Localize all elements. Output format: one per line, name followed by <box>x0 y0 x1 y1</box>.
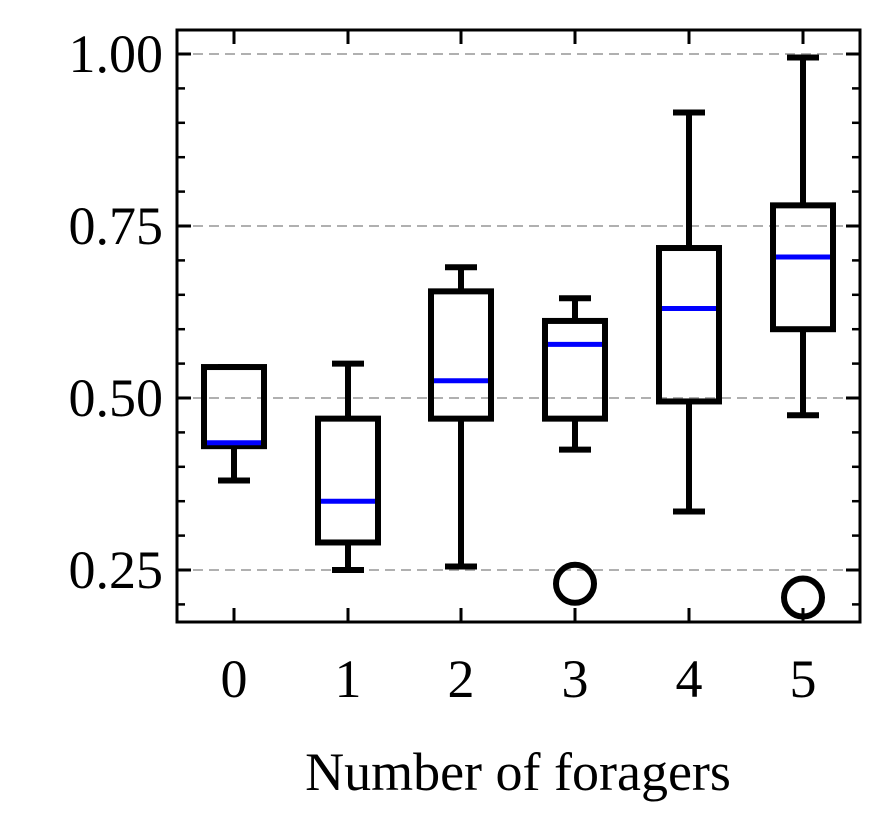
y-tick-label: 1.00 <box>69 24 164 84</box>
box-group <box>542 295 608 606</box>
box <box>770 202 836 333</box>
box-group <box>770 54 836 620</box>
x-tick-label: 0 <box>221 649 248 709</box>
boxes <box>201 54 836 620</box>
box-group <box>428 264 494 570</box>
outlier-point <box>781 575 825 620</box>
axis-ticks <box>177 30 860 622</box>
box <box>656 245 722 405</box>
box <box>315 415 381 546</box>
box-group <box>315 360 381 573</box>
y-tick-labels: 0.25 0.50 0.75 1.00 <box>69 24 164 600</box>
y-tick-label: 0.50 <box>69 368 164 428</box>
x-tick-label: 3 <box>562 649 589 709</box>
x-tick-labels: 0 1 2 3 4 5 <box>221 649 817 709</box>
x-axis-label: Number of foragers <box>305 742 731 802</box>
y-tick-label: 0.75 <box>69 196 164 256</box>
box <box>542 317 608 422</box>
box-group <box>656 109 722 515</box>
box <box>428 288 494 422</box>
x-tick-label: 5 <box>790 649 817 709</box>
gridlines <box>177 53 860 571</box>
y-tick-label: 0.25 <box>69 540 164 600</box>
box-group <box>201 364 267 484</box>
plot-frame <box>175 28 862 624</box>
x-tick-label: 2 <box>448 649 475 709</box>
x-tick-label: 4 <box>676 649 703 709</box>
box <box>201 364 267 450</box>
x-tick-label: 1 <box>335 649 362 709</box>
outlier-point <box>553 561 597 606</box>
